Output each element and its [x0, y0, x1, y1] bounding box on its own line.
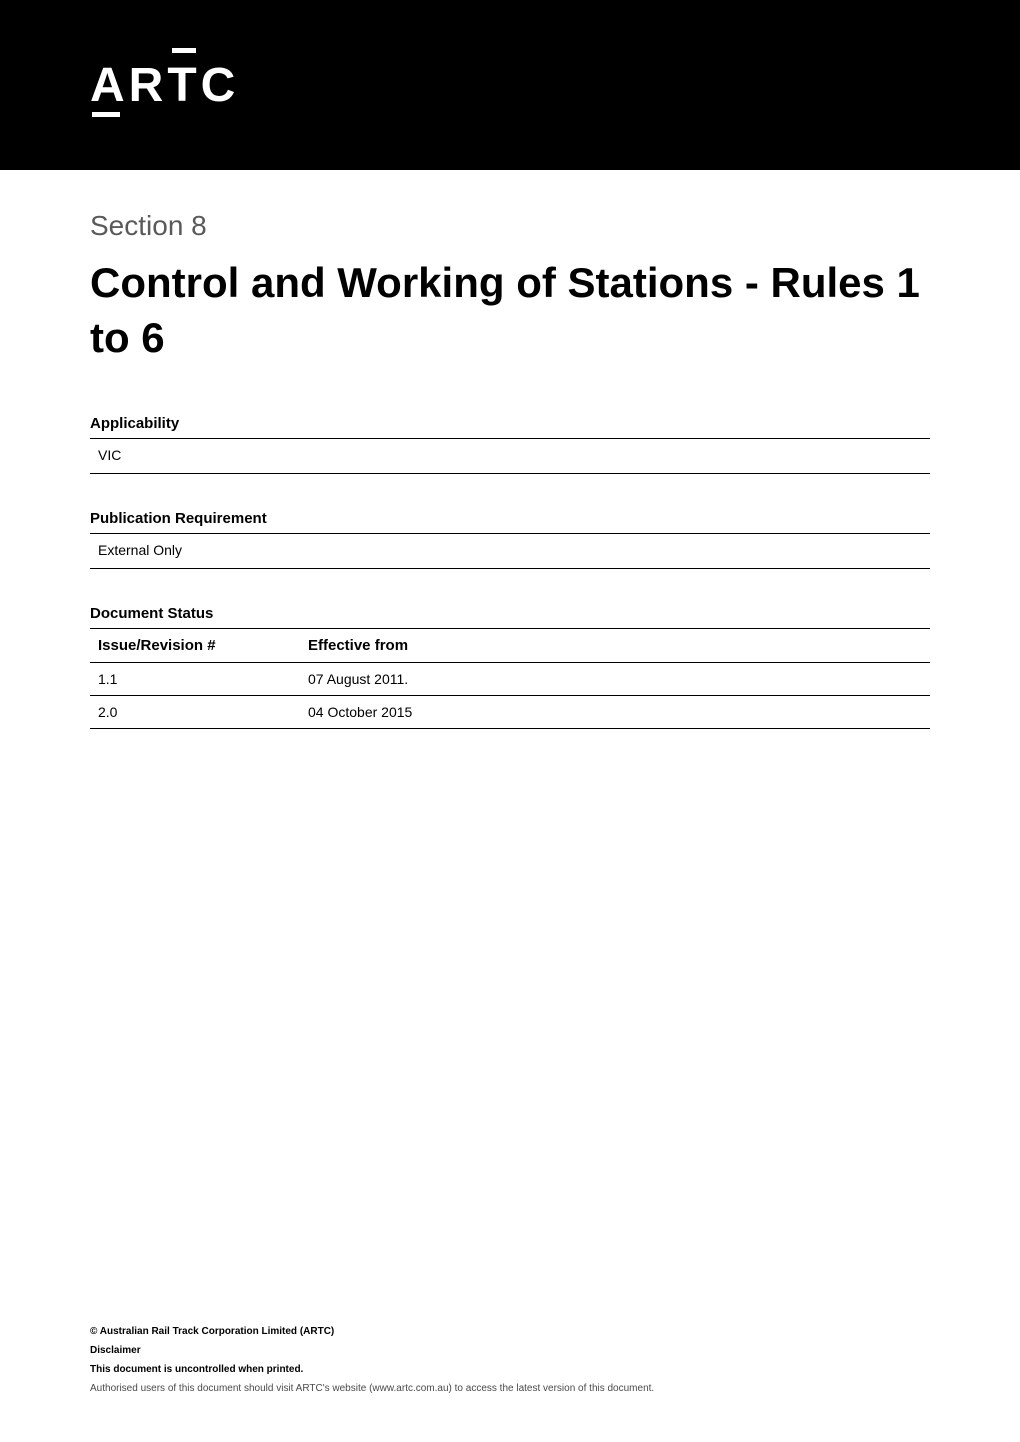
publication-requirement-section: Publication Requirement External Only	[90, 510, 930, 569]
document-status-label: Document Status	[90, 605, 930, 622]
applicability-row: VIC	[90, 438, 930, 474]
footer-uncontrolled-notice: This document is uncontrolled when print…	[90, 1364, 930, 1375]
header-banner: ARTC	[0, 0, 1020, 170]
applicability-value: VIC	[98, 447, 121, 463]
table-header-row: Issue/Revision # Effective from	[90, 629, 930, 663]
applicability-section: Applicability VIC	[90, 415, 930, 474]
table-header-effective: Effective from	[300, 629, 930, 663]
table-cell-effective: 04 October 2015	[300, 696, 930, 729]
content: Section 8 Control and Working of Station…	[0, 170, 1020, 729]
table-cell-effective: 07 August 2011.	[300, 663, 930, 696]
publication-requirement-row: External Only	[90, 533, 930, 569]
footer-disclaimer-label: Disclaimer	[90, 1345, 930, 1356]
publication-requirement-value: External Only	[98, 542, 182, 558]
table-row: 2.0 04 October 2015	[90, 696, 930, 729]
table-cell-issue: 2.0	[90, 696, 300, 729]
table-row: 1.1 07 August 2011.	[90, 663, 930, 696]
document-status-section: Document Status Issue/Revision # Effecti…	[90, 605, 930, 729]
table-header-issue: Issue/Revision #	[90, 629, 300, 663]
table-cell-issue: 1.1	[90, 663, 300, 696]
document-status-table: Issue/Revision # Effective from 1.1 07 A…	[90, 628, 930, 729]
publication-requirement-label: Publication Requirement	[90, 510, 930, 527]
artc-logo: ARTC	[90, 58, 239, 113]
footer: © Australian Rail Track Corporation Limi…	[90, 1326, 930, 1402]
main-title: Control and Working of Stations - Rules …	[90, 256, 930, 365]
footer-copyright: © Australian Rail Track Corporation Limi…	[90, 1326, 930, 1337]
section-label: Section 8	[90, 210, 930, 242]
applicability-label: Applicability	[90, 415, 930, 432]
footer-authorised-notice: Authorised users of this document should…	[90, 1383, 930, 1394]
